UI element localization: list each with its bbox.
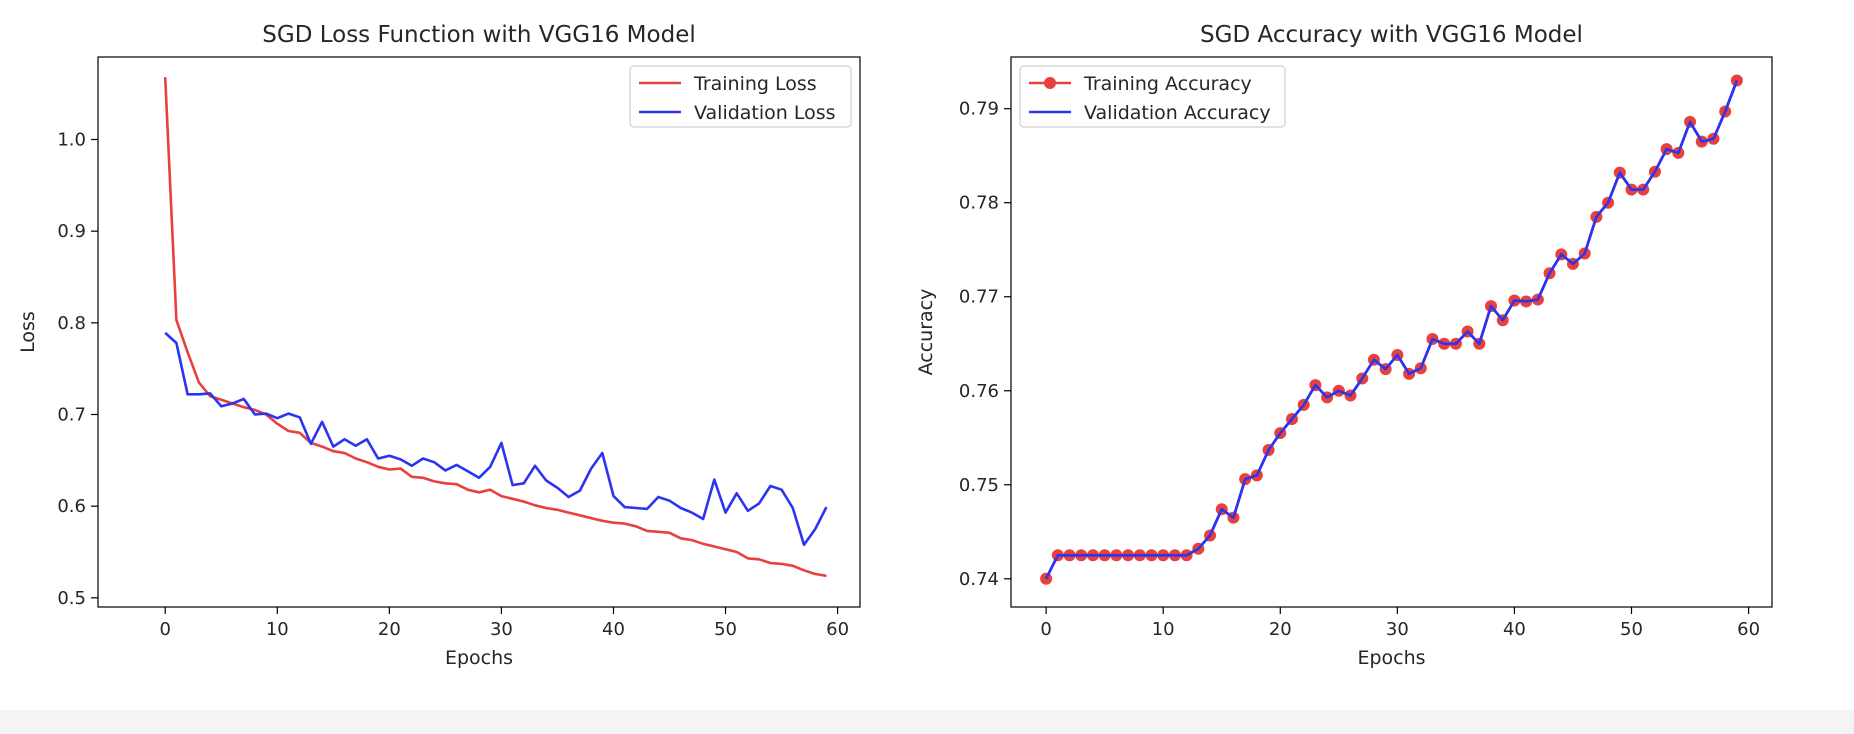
series-line-0 — [163, 77, 827, 578]
x-tick-label: 20 — [1269, 619, 1292, 640]
legend: Training Loss Validation Loss — [629, 65, 852, 128]
y-axis-label: Loss — [17, 311, 39, 353]
y-tick-label: 0.77 — [959, 287, 999, 308]
y-tick-label: 0.76 — [959, 381, 999, 402]
legend-label: Validation Accuracy — [1084, 102, 1271, 124]
y-tick-label: 0.75 — [959, 475, 999, 496]
chart-title: SGD Loss Function with VGG16 Model — [262, 22, 695, 48]
series-line-1 — [164, 331, 828, 547]
x-tick-label: 40 — [1503, 619, 1526, 640]
legend-box — [629, 65, 852, 128]
figure: SGD Loss Function with VGG16 Model 0 10 20 3… — [17, 22, 1773, 669]
legend-label: Validation Loss — [694, 102, 836, 124]
y-tick-label: 1.0 — [57, 130, 86, 151]
x-tick-label: 10 — [266, 619, 289, 640]
y-tick-label: 0.9 — [57, 221, 86, 242]
x-tick-label: 10 — [1152, 619, 1175, 640]
chart-canvas: SGD Loss Function with VGG16 Model 0 10 20 3… — [17, 22, 1773, 669]
x-tick-label: 30 — [490, 619, 513, 640]
series-line-overlay-1 — [1044, 80, 1739, 580]
y-axis-label: Accuracy — [915, 289, 937, 376]
x-tick-label: 0 — [1040, 619, 1051, 640]
x-tick-label: 60 — [1737, 619, 1760, 640]
series-line-1 — [1044, 80, 1739, 580]
y-tick-label: 0.74 — [959, 569, 999, 590]
x-tick-label: 0 — [160, 619, 171, 640]
x-axis-label: Epochs — [1357, 647, 1425, 669]
plot-frame — [97, 56, 861, 608]
x-tick-label: 20 — [378, 619, 401, 640]
y-tick-label: 0.5 — [57, 588, 86, 609]
y-tick-label: 0.78 — [959, 193, 999, 214]
x-tick-label: 50 — [1620, 619, 1643, 640]
x-tick-label: 40 — [602, 619, 625, 640]
x-tick-label: 50 — [714, 619, 737, 640]
chart-1: SGD Accuracy with VGG16 Model 0 10 20 30 40 50… — [915, 22, 1773, 669]
legend-label: Training Loss — [693, 73, 817, 95]
y-tick-label: 0.7 — [57, 405, 86, 426]
x-tick-label: 30 — [1386, 619, 1409, 640]
x-tick-label: 60 — [826, 619, 849, 640]
legend-marker — [1044, 77, 1056, 89]
x-axis-label: Epochs — [445, 647, 513, 669]
output-cell-footer — [0, 710, 1854, 734]
legend-label: Training Accuracy — [1083, 73, 1252, 95]
plot-frame — [1010, 56, 1773, 608]
y-tick-label: 0.79 — [959, 99, 999, 120]
y-tick-label: 0.6 — [57, 496, 86, 517]
y-tick-label: 0.8 — [57, 313, 86, 334]
chart-title: SGD Accuracy with VGG16 Model — [1200, 22, 1583, 48]
series-line-0 — [1044, 80, 1739, 580]
legend-box — [1019, 65, 1286, 128]
legend: Training Accuracy Validation Accuracy — [1019, 65, 1286, 128]
chart-0: SGD Loss Function with VGG16 Model 0 10 20 3… — [17, 22, 861, 669]
